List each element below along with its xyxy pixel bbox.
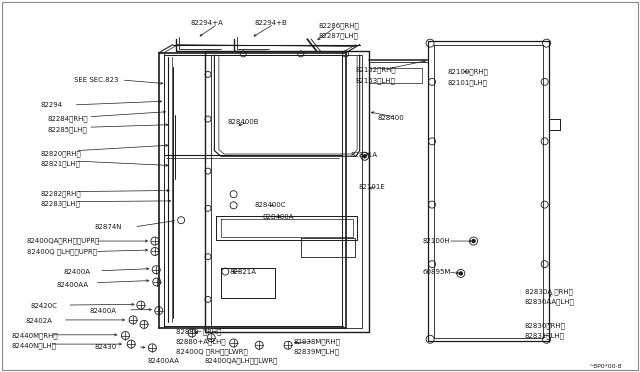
Text: 82839M〈LH〉: 82839M〈LH〉 (293, 348, 339, 355)
Text: 82101〈LH〉: 82101〈LH〉 (448, 79, 488, 86)
Text: 82821A: 82821A (351, 153, 378, 158)
Text: 82830〈RH〉: 82830〈RH〉 (525, 322, 566, 329)
Text: 82830A 〈RH〉: 82830A 〈RH〉 (525, 289, 573, 295)
Text: 82282〈RH〉: 82282〈RH〉 (40, 190, 81, 197)
Circle shape (472, 240, 475, 243)
Text: 82400QA〈RH〉〈UPR〉: 82400QA〈RH〉〈UPR〉 (27, 238, 100, 244)
Text: 82294+B: 82294+B (255, 20, 287, 26)
Text: 82101E: 82101E (358, 184, 385, 190)
Text: 82287〈LH〉: 82287〈LH〉 (319, 32, 358, 39)
Text: 82420C: 82420C (31, 303, 58, 309)
Text: 82153〈LH〉: 82153〈LH〉 (355, 77, 395, 84)
Text: 82284〈RH〉: 82284〈RH〉 (48, 116, 88, 122)
Text: 828400C: 828400C (255, 202, 286, 208)
Text: SEE SEC.823: SEE SEC.823 (74, 77, 118, 83)
Circle shape (364, 155, 366, 158)
Text: 82880  〈RH〉: 82880 〈RH〉 (176, 328, 221, 335)
Text: 82152〈RH〉: 82152〈RH〉 (355, 67, 396, 73)
Text: 82400QA〈LH〉〈LWR〉: 82400QA〈LH〉〈LWR〉 (205, 357, 278, 364)
Text: 82440M〈RH〉: 82440M〈RH〉 (12, 332, 58, 339)
Text: 82402A: 82402A (26, 318, 52, 324)
Text: 82400Q 〈RH〉〈LWR〉: 82400Q 〈RH〉〈LWR〉 (176, 348, 248, 355)
Text: 82830AA〈LH〉: 82830AA〈LH〉 (525, 299, 575, 305)
Text: 828400A: 828400A (262, 214, 294, 219)
Text: 82400A: 82400A (64, 269, 91, 275)
Text: 82820〈RH〉: 82820〈RH〉 (40, 150, 81, 157)
Text: 82294+A: 82294+A (191, 20, 223, 26)
Text: 82400AA: 82400AA (56, 282, 88, 288)
Text: 82283〈LH〉: 82283〈LH〉 (40, 201, 80, 207)
Text: 82831〈LH〉: 82831〈LH〉 (525, 332, 564, 339)
Text: 82874N: 82874N (95, 224, 122, 230)
Text: 82838M〈RH〉: 82838M〈RH〉 (293, 338, 340, 345)
Text: 82100〈RH〉: 82100〈RH〉 (448, 69, 489, 76)
Text: 82440N〈LH〉: 82440N〈LH〉 (12, 342, 56, 349)
Text: 82821〈LH〉: 82821〈LH〉 (40, 160, 80, 167)
Text: 828400B: 828400B (227, 119, 259, 125)
Text: 82430: 82430 (95, 344, 117, 350)
Text: 82294: 82294 (40, 102, 63, 108)
Text: 828400: 828400 (378, 115, 404, 121)
Text: 82400Q 〈LH〉〈UPR〉: 82400Q 〈LH〉〈UPR〉 (27, 248, 97, 255)
Text: ^8P0*00-8: ^8P0*00-8 (589, 364, 623, 369)
Circle shape (460, 272, 462, 275)
Text: 82286〈RH〉: 82286〈RH〉 (319, 23, 360, 29)
Text: 60895M: 60895M (422, 269, 451, 275)
Text: 82400AA: 82400AA (147, 358, 179, 364)
Text: 82880+A〈LH〉: 82880+A〈LH〉 (176, 338, 227, 345)
Text: 82400A: 82400A (90, 308, 116, 314)
Text: 82821A: 82821A (229, 269, 256, 275)
Text: 82285〈LH〉: 82285〈LH〉 (48, 126, 88, 133)
Text: 82100H: 82100H (422, 238, 450, 244)
